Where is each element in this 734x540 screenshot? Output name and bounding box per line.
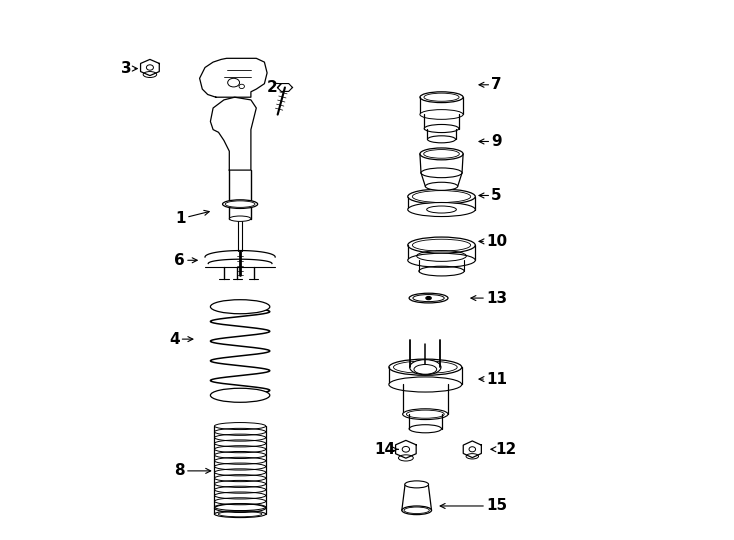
Text: 3: 3 [121, 61, 137, 76]
Ellipse shape [409, 293, 448, 303]
Polygon shape [141, 59, 159, 76]
Ellipse shape [389, 359, 462, 375]
Ellipse shape [229, 216, 251, 221]
Text: 5: 5 [479, 188, 502, 203]
Ellipse shape [410, 360, 441, 375]
Ellipse shape [420, 110, 463, 119]
Text: 15: 15 [440, 498, 507, 514]
Ellipse shape [420, 148, 463, 160]
Ellipse shape [427, 136, 456, 143]
Ellipse shape [408, 189, 476, 204]
Ellipse shape [408, 237, 476, 253]
Text: 14: 14 [374, 442, 398, 457]
Text: 10: 10 [479, 234, 507, 249]
Polygon shape [211, 97, 256, 170]
Text: 13: 13 [471, 291, 507, 306]
Ellipse shape [425, 183, 458, 191]
Polygon shape [277, 84, 292, 91]
Ellipse shape [389, 377, 462, 392]
Ellipse shape [211, 300, 270, 314]
Ellipse shape [211, 388, 270, 402]
Text: 2: 2 [267, 80, 281, 95]
Ellipse shape [408, 202, 476, 217]
Ellipse shape [420, 92, 463, 103]
Text: 4: 4 [169, 332, 193, 347]
Ellipse shape [404, 481, 429, 488]
Ellipse shape [426, 296, 432, 300]
Text: 1: 1 [175, 211, 209, 226]
Polygon shape [396, 441, 416, 458]
Polygon shape [463, 441, 482, 457]
Ellipse shape [424, 125, 459, 133]
Text: 7: 7 [479, 77, 502, 92]
Text: 6: 6 [174, 253, 197, 268]
Text: 9: 9 [479, 134, 502, 149]
Text: 12: 12 [491, 442, 517, 457]
Text: 8: 8 [174, 463, 211, 478]
Ellipse shape [408, 253, 476, 267]
Polygon shape [200, 58, 267, 97]
Ellipse shape [421, 168, 462, 178]
Ellipse shape [222, 200, 258, 208]
Text: 11: 11 [479, 372, 507, 387]
Ellipse shape [403, 409, 448, 420]
Ellipse shape [401, 506, 432, 515]
